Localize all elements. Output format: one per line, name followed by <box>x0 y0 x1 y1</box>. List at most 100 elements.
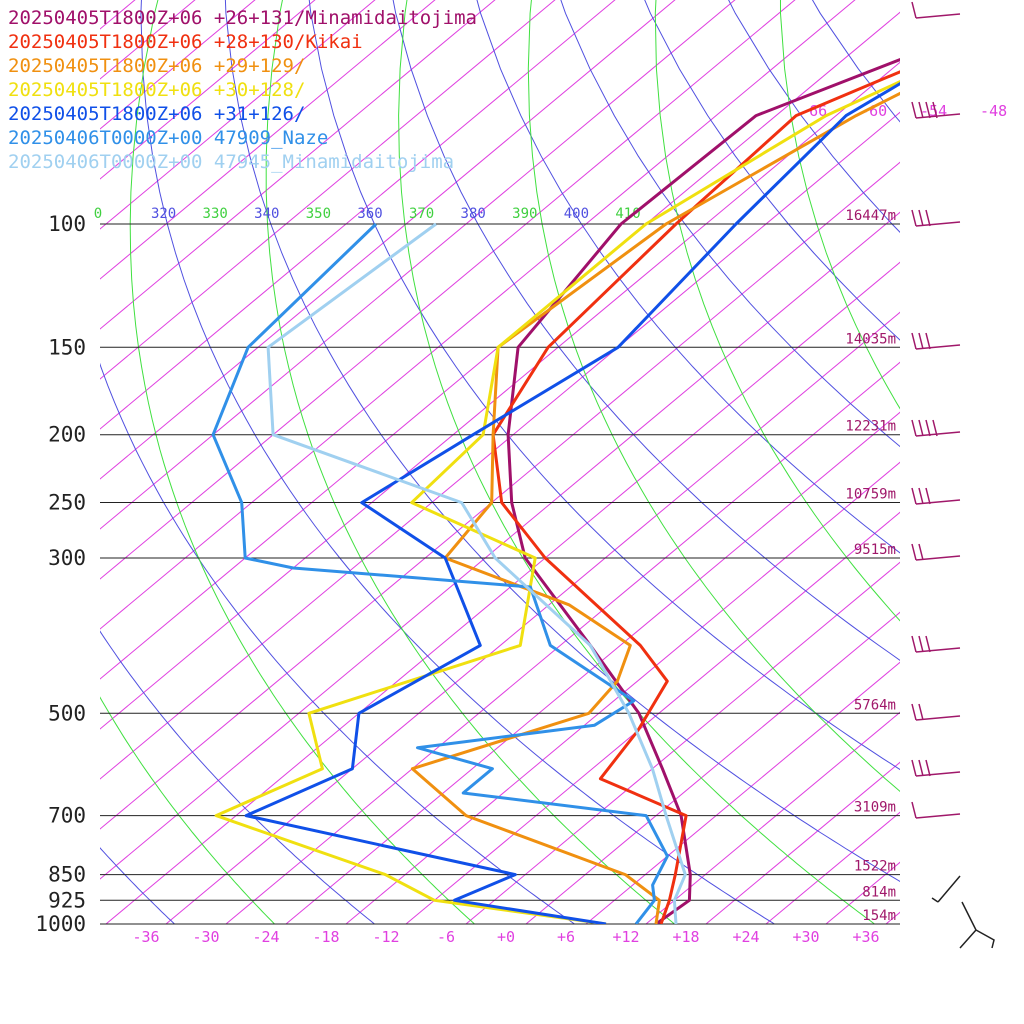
pressure-label: 250 <box>48 491 86 515</box>
height-label: 1522m <box>854 859 896 875</box>
legend-entry: 20250405T1800Z+06 +31+126/ <box>8 103 305 125</box>
isotherm-line <box>165 311 900 924</box>
isotherm-line <box>100 211 900 880</box>
height-label: 5764m <box>854 697 896 713</box>
temperature-tick-label: +6 <box>557 928 575 946</box>
temperature-tick-label: +18 <box>672 928 699 946</box>
theta-label: 400 <box>564 206 589 222</box>
isotherm-line <box>100 0 796 580</box>
legend-entry: 20250406T0000Z+00 47945_Minamidaitojima <box>8 151 454 173</box>
wind-barb-icon <box>911 801 961 819</box>
height-label: 814m <box>862 884 896 900</box>
moist-adiabat-line <box>654 0 900 622</box>
wind-barb-icon <box>959 901 995 949</box>
isotherm-line <box>705 761 900 924</box>
isotherm-line <box>100 61 900 730</box>
sounding-line <box>410 91 900 924</box>
isotherm-line <box>465 561 900 924</box>
theta-labels: 0 320 330 340 350 360 370 380 390 400 410 <box>94 206 641 222</box>
height-label: 16447m <box>845 208 896 224</box>
height-label: 154m <box>862 908 896 924</box>
dry-adiabat-line <box>224 0 900 883</box>
isotherm-line <box>825 861 900 924</box>
isotherm-line <box>100 0 736 530</box>
moist-adiabat-line <box>129 0 476 924</box>
isotherm-line <box>100 0 856 630</box>
sounding-line <box>244 81 900 924</box>
isotherm-line <box>100 0 616 430</box>
sounding-series <box>211 57 900 924</box>
theta-label: 330 <box>203 206 228 222</box>
pressure-label: 100 <box>48 212 86 236</box>
temperature-tick-label: -18 <box>312 928 339 946</box>
moist-adiabat-line <box>398 0 876 924</box>
isotherm-line <box>345 461 900 924</box>
dry-adiabat-line <box>392 0 900 661</box>
isotherm-line <box>405 511 900 924</box>
dry-adiabat-line <box>140 0 776 924</box>
legend-entry: 20250405T1800Z+06 +26+131/Minamidaitojim… <box>8 7 477 29</box>
sounding-line <box>506 57 900 924</box>
temperature-tick-label: +30 <box>792 928 819 946</box>
theta-label: 410 <box>615 206 640 222</box>
legend-entry: 20250405T1800Z+06 +28+130/Kikai <box>8 31 363 53</box>
pressure-label: 150 <box>48 335 86 359</box>
theta-label: 380 <box>461 206 486 222</box>
moist-adiabat-line <box>779 0 900 410</box>
temperature-tick-label: +24 <box>732 928 759 946</box>
pressure-label: 300 <box>48 546 86 570</box>
wind-barb-icon <box>911 209 961 227</box>
height-label: 14035m <box>845 331 896 347</box>
moist-adiabat-line <box>265 0 676 924</box>
temperature-tick-label: +36 <box>852 928 879 946</box>
pressure-label: 500 <box>48 701 86 725</box>
moist-adiabat-line <box>100 696 276 924</box>
temperature-tick-label: +12 <box>612 928 639 946</box>
temperature-tick-label: -30 <box>192 928 219 946</box>
sounding-line <box>266 222 687 924</box>
isotherm-line <box>765 811 900 924</box>
theta-label: 370 <box>409 206 434 222</box>
wind-barb-icon <box>911 703 961 721</box>
isotherm-line <box>225 361 900 924</box>
theta-label: 350 <box>306 206 331 222</box>
theta-label: 320 <box>151 206 176 222</box>
dry-adiabat-line <box>100 630 376 924</box>
sounding-line <box>211 222 669 924</box>
sounding-line <box>214 80 900 924</box>
temperature-tick-label: -36 <box>132 928 159 946</box>
dry-adiabat-line <box>560 0 900 448</box>
dry-adiabat-line <box>100 847 176 924</box>
pressure-label: 850 <box>48 863 86 887</box>
upper-isotherm-labels: -66 -60 -54 -48 <box>800 102 1007 120</box>
isotherm-line <box>100 0 556 380</box>
upper-isotherm-label: -48 <box>980 102 1007 120</box>
isotherm-line <box>105 261 900 924</box>
wind-barb-icon <box>931 875 961 903</box>
temperature-tick-label: -12 <box>372 928 399 946</box>
height-label: 9515m <box>854 542 896 558</box>
wind-barb-icon <box>911 759 961 777</box>
height-label: 10759m <box>845 487 896 503</box>
height-label: 3109m <box>854 800 896 816</box>
legend: 20250405T1800Z+06 +26+131/Minamidaitojim… <box>8 7 477 173</box>
temperature-tick-label: +0 <box>497 928 515 946</box>
isotherm-line <box>645 711 900 924</box>
pressure-label: 1000 <box>35 912 86 936</box>
wind-barb-icon <box>911 419 961 437</box>
moist-adiabat-line <box>527 0 900 793</box>
pressure-label: 200 <box>48 423 86 447</box>
height-labels: 16447m 14035m 12231m 10759m 9515m 5764m 3109m 1… <box>845 208 896 924</box>
isotherm-line <box>100 0 676 480</box>
height-label: 12231m <box>845 419 896 435</box>
isotherm-line <box>100 161 900 830</box>
legend-entry: 20250405T1800Z+06 +30+128/ <box>8 79 305 101</box>
theta-label: 0 <box>94 206 102 222</box>
isotherm-line <box>585 661 900 924</box>
dry-adiabat-line <box>811 0 900 123</box>
wind-barb-icon <box>911 543 961 561</box>
moist-adiabat-line <box>902 0 1024 939</box>
upper-isotherm-label: -60 <box>860 102 887 120</box>
moist-adiabat-grid <box>100 0 1024 939</box>
